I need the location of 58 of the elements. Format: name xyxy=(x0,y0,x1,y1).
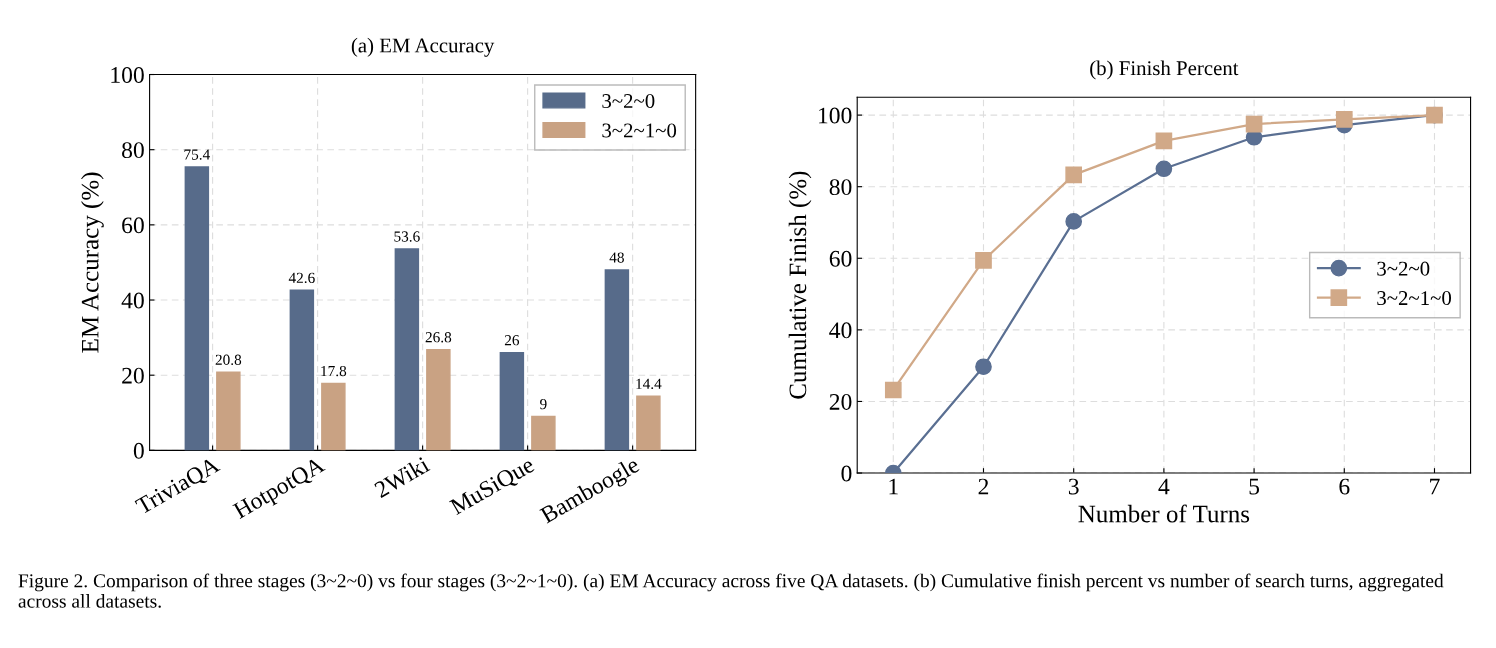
y-tick-label: 100 xyxy=(819,107,852,124)
point xyxy=(975,358,992,376)
y-tick-label: 20 xyxy=(122,367,144,384)
y-tick-label: 80 xyxy=(122,142,144,159)
data-label: 17.8 xyxy=(321,365,347,377)
point xyxy=(1065,213,1083,230)
x-tick-label: 2 xyxy=(978,478,989,495)
data-label: 9 xyxy=(540,399,547,410)
y-tick-label: 40 xyxy=(829,322,852,339)
data-label: 26 xyxy=(504,335,520,346)
y-tick-label: 80 xyxy=(829,179,852,196)
y-tick-label: 20 xyxy=(829,393,852,410)
x-tick-label: 4 xyxy=(1158,478,1170,495)
bar xyxy=(184,166,210,451)
y-tick-label: 100 xyxy=(111,67,144,83)
point xyxy=(1155,132,1173,150)
bar xyxy=(531,415,556,451)
bar xyxy=(636,395,661,451)
legend-label: 3~2~1~0 xyxy=(602,123,677,138)
data-label: 14.4 xyxy=(636,378,662,390)
data-label: 42.6 xyxy=(288,272,315,284)
y-tick-label: 60 xyxy=(829,250,852,267)
bar xyxy=(604,269,630,451)
x-tick-label: 1 xyxy=(889,478,898,495)
y-tick-label: 40 xyxy=(121,292,144,309)
data-label: 26.8 xyxy=(425,332,452,343)
y-axis-title: EM Accuracy (%) xyxy=(81,172,104,353)
point xyxy=(1065,166,1083,184)
chart-title: (a) EM Accuracy xyxy=(351,37,495,57)
chart-title: (b) Finish Percent xyxy=(1090,60,1239,80)
y-tick-label: 0 xyxy=(133,442,144,459)
data-label: 75.4 xyxy=(184,149,210,160)
data-label: 53.6 xyxy=(394,231,420,242)
point xyxy=(884,381,902,399)
point xyxy=(975,252,992,269)
data-label: 20.8 xyxy=(215,354,242,365)
caption: Figure 2. Comparison of three stages (3~2~0) vs four stages (3~2~1~0). (a) EM Accuracy across five QA datasets. (b) Cumulative finish percent vs number of search turns, aggregated across all datasets. xyxy=(18,573,1444,608)
bar xyxy=(394,248,420,451)
x-tick-label: 5 xyxy=(1249,478,1260,495)
bar xyxy=(321,382,346,451)
y-tick-label: 0 xyxy=(841,465,852,482)
bar xyxy=(216,371,241,451)
x-tick-label: 7 xyxy=(1430,478,1440,495)
x-tick-label: 6 xyxy=(1339,478,1350,495)
legend-label: 3~2~0 xyxy=(602,94,655,109)
x-tick-label: 3 xyxy=(1068,478,1079,495)
data-label: 48 xyxy=(609,252,624,263)
bar xyxy=(426,348,451,451)
y-tick-label: 60 xyxy=(122,217,144,234)
legend-label: 3~2~0 xyxy=(1377,261,1430,276)
legend-label: 3~2~1~0 xyxy=(1377,291,1452,306)
point xyxy=(1155,160,1173,178)
x-axis-title: Number of Turns xyxy=(1078,504,1250,523)
point xyxy=(1245,115,1263,133)
bar xyxy=(499,351,525,451)
point xyxy=(1335,111,1353,128)
y-axis-title: Cumulative Finish (%) xyxy=(788,171,812,399)
bar xyxy=(289,289,315,451)
